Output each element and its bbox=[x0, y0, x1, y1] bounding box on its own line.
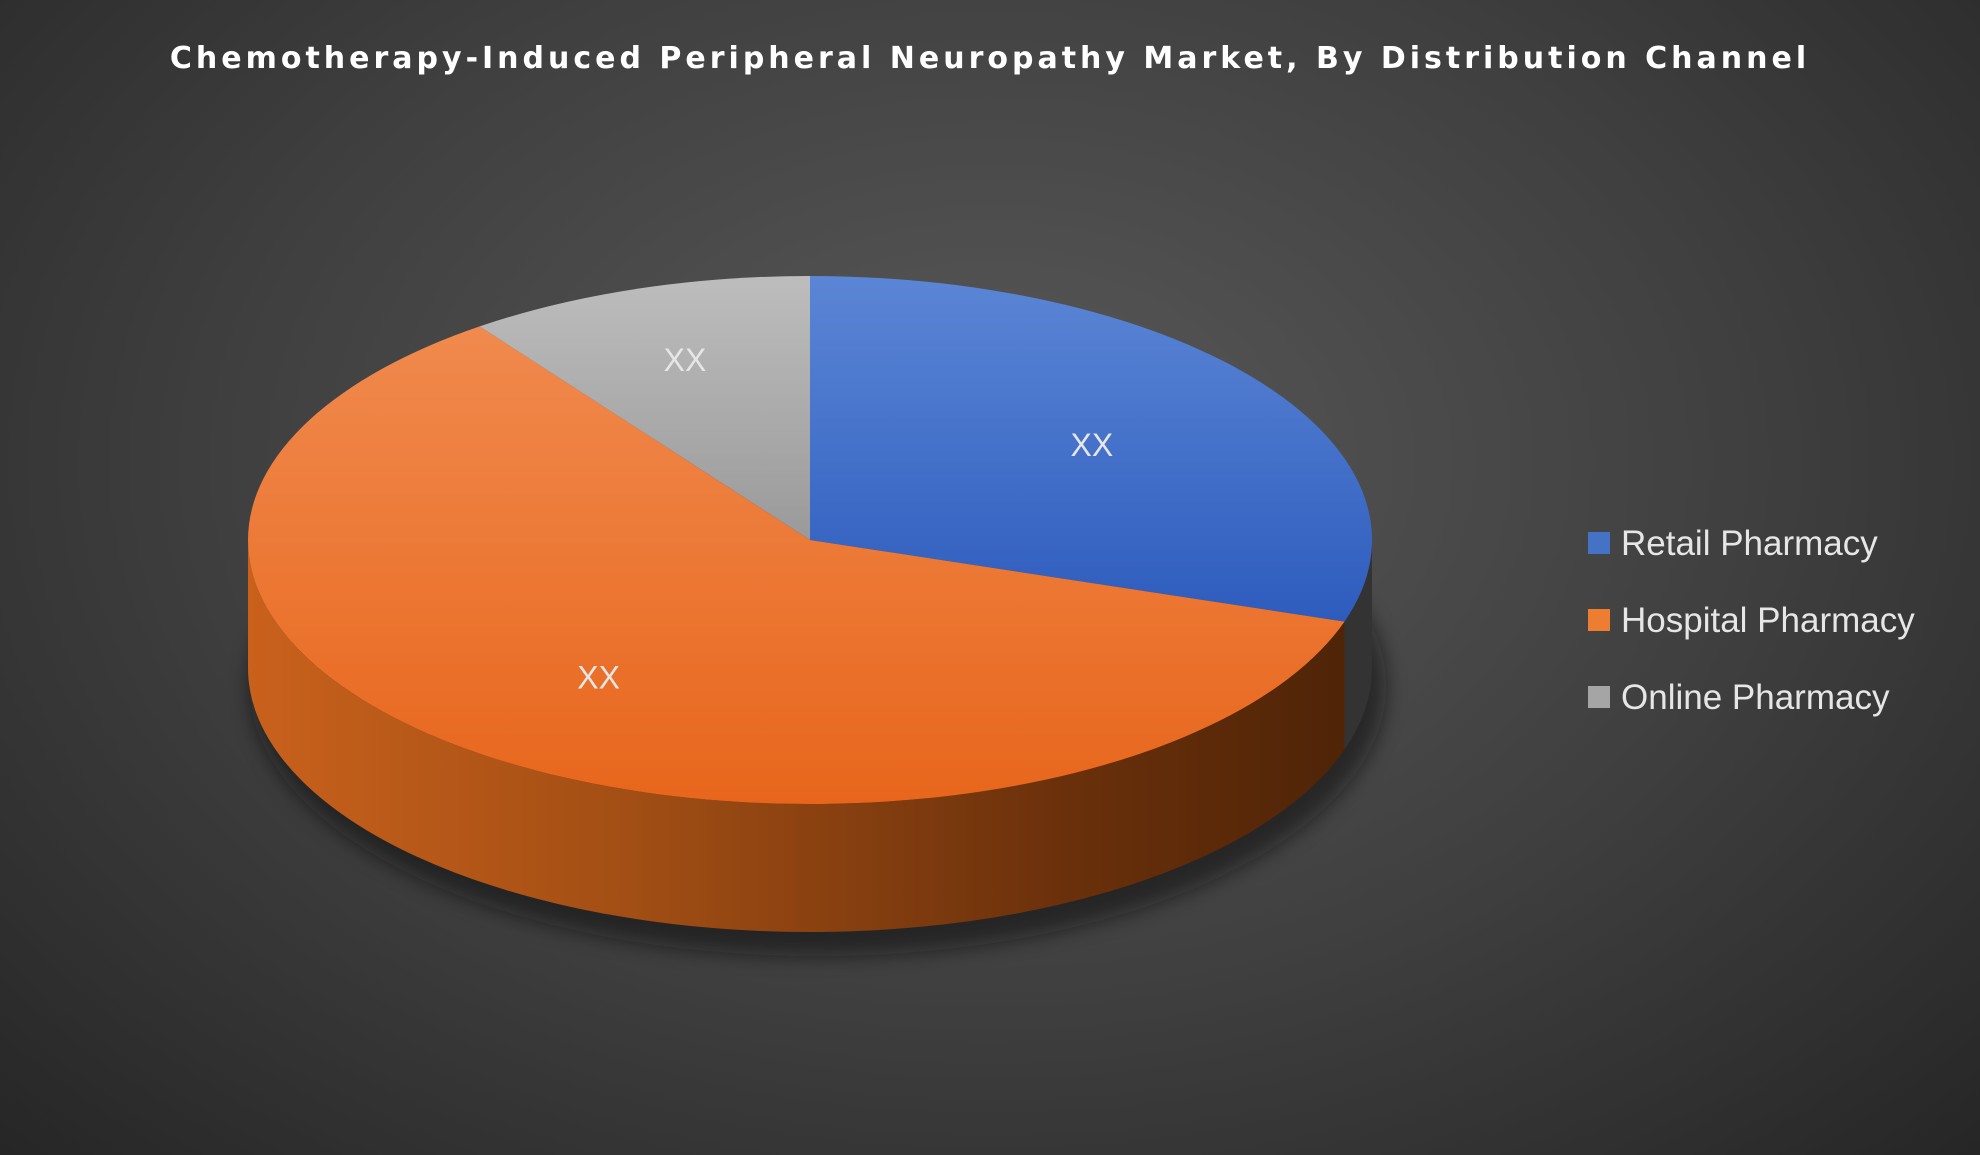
pie-side-hospital-pharmacy bbox=[248, 540, 1345, 932]
pie-slices bbox=[247, 276, 1372, 804]
legend-label-online-pharmacy: Online Pharmacy bbox=[1621, 678, 1890, 717]
pie-side-retail-pharmacy bbox=[1344, 540, 1372, 750]
legend-label-retail-pharmacy: Retail Pharmacy bbox=[1621, 524, 1878, 563]
data-label-retail-pharmacy: XX bbox=[1071, 427, 1114, 463]
legend-label-hospital-pharmacy: Hospital Pharmacy bbox=[1621, 601, 1915, 640]
legend-swatch-retail-pharmacy bbox=[1588, 532, 1610, 554]
data-label-hospital-pharmacy: XX bbox=[577, 660, 620, 696]
legend-swatch-hospital-pharmacy bbox=[1588, 609, 1610, 631]
pie-sides bbox=[248, 540, 1372, 932]
data-label-online-pharmacy: XX bbox=[664, 342, 707, 378]
pie-slice-retail-pharmacy bbox=[810, 276, 1372, 622]
chart-title-text: Chemotherapy-Induced Peripheral Neuropat… bbox=[170, 41, 1810, 76]
pie-slice-hospital-pharmacy bbox=[247, 326, 1345, 804]
data-labels: XX XX XX bbox=[577, 342, 1113, 695]
legend-swatch-online-pharmacy bbox=[1588, 686, 1610, 708]
chart-title: Chemotherapy-Induced Peripheral Neuropat… bbox=[170, 41, 1810, 76]
pie-slice-online-pharmacy bbox=[479, 276, 810, 540]
legend: Retail Pharmacy Hospital Pharmacy Online P… bbox=[1588, 524, 1915, 717]
